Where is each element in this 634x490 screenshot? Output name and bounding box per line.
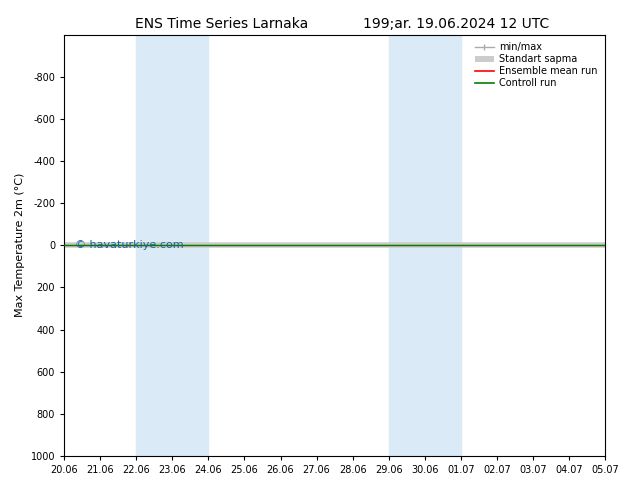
Bar xyxy=(136,35,209,456)
Legend: min/max, Standart sapma, Ensemble mean run, Controll run: min/max, Standart sapma, Ensemble mean r… xyxy=(472,40,600,91)
Text: ENS Time Series Larnaka: ENS Time Series Larnaka xyxy=(135,17,309,31)
Y-axis label: Max Temperature 2m (°C): Max Temperature 2m (°C) xyxy=(15,173,25,318)
Text: © havaturkiye.com: © havaturkiye.com xyxy=(75,240,183,250)
Bar xyxy=(389,35,461,456)
Text: 199;ar. 19.06.2024 12 UTC: 199;ar. 19.06.2024 12 UTC xyxy=(363,17,550,31)
